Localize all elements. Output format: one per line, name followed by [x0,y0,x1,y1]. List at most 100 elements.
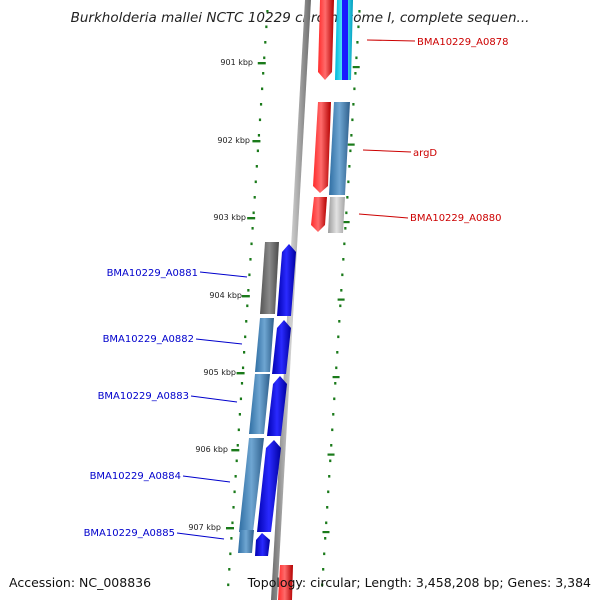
gene-label-BMA10229_A0881[interactable]: BMA10229_A0881 [107,268,198,279]
ruler-minor-tick [342,221,350,224]
gene-label-BMA10229_A0878[interactable]: BMA10229_A0878 [417,37,508,48]
gene-segment-light[interactable] [328,197,345,233]
gene-BMA10229_A0885-box[interactable] [238,530,254,553]
gene-BMA10229_A0880-arrow[interactable] [311,197,327,232]
gene-label-BMA10229_A0882[interactable]: BMA10229_A0882 [103,334,194,345]
ruler-ticks [225,62,266,530]
gene-BMA10229_A0885-arrow[interactable] [255,533,270,556]
ruler-dot [355,56,358,60]
gene-segment-steel[interactable] [329,102,350,195]
ruler-dot [244,335,247,339]
gene-segment-blue[interactable] [342,0,348,80]
map-title: Burkholderia mallei NCTC 10229 chromosom… [70,10,530,26]
ruler-dot [239,397,243,401]
leader-BMA10229_A0885 [176,532,225,540]
ruler-dot [337,335,340,339]
ruler-dot [322,568,325,571]
ruler-dot [228,568,231,571]
gene-argD-arrow[interactable] [313,102,331,193]
ruler-dot [259,103,263,106]
ruler-minor-tick [322,531,330,534]
gene-label-argD[interactable]: argD [413,148,437,159]
ruler-dot [233,490,236,494]
gene-BMA10229_A0881-box[interactable] [260,242,279,314]
ruler-dot [339,304,342,308]
ruler-dot [357,25,360,29]
gene-BMA10229_A0883-box[interactable] [249,374,270,434]
ruler-dot [237,428,240,432]
ruler-dot [351,118,354,122]
ruler-dot [332,413,335,416]
ruler-dot [249,258,252,261]
ruler-dot [256,149,259,153]
ruler-dot [336,351,339,354]
leader-BMA10229_A0883 [190,395,238,403]
genome-summary: Topology: circular; Length: 3,458,208 bp… [247,575,591,590]
gene-label-BMA10229_A0880[interactable]: BMA10229_A0880 [410,213,501,224]
ruler-dot [358,10,361,13]
ruler-minor-tick [332,376,340,379]
ruler-dot [266,10,269,13]
ruler-dot [241,366,245,370]
gene-BMA10229_A0882-arrow[interactable] [272,320,291,374]
ruler-major-tick [231,449,240,452]
ruler-dot [251,227,254,230]
ruler-dot [330,444,333,447]
ruler-dot [353,87,356,91]
ruler-dot [238,413,241,416]
ruler-dot [340,289,343,292]
gene-BMA10229_A0882-box[interactable] [255,318,274,372]
forward-strand-genes [311,0,353,233]
gene-BMA10229_A0883-arrow[interactable] [267,376,287,436]
leader-argD [362,149,412,153]
gene-label-BMA10229_A0885[interactable]: BMA10229_A0885 [84,528,175,539]
ruler-dot [327,490,330,494]
ruler-major-tick [225,527,234,530]
gene-BMA10229_A0878-arrow[interactable] [318,0,334,80]
ruler-dot [264,41,267,44]
ruler-dot [229,552,232,556]
gene-BMA10229_A0884-box[interactable] [239,438,264,532]
ruler-labels: 901 kbp 902 kbp 903 kbp 904 kbp 905 kbp … [188,58,253,532]
ruler-dot [265,25,268,29]
ruler-dot [235,459,238,463]
ruler-dot [345,211,348,215]
ruler-dot [348,165,351,168]
ruler-dot [252,211,255,215]
gene-label-BMA10229_A0883[interactable]: BMA10229_A0883 [98,391,189,402]
ruler-dot [344,227,347,230]
gene-BMA10229_A0881-arrow[interactable] [277,244,296,316]
ruler-major-tick [252,140,261,143]
ruler-label-905: 905 kbp [203,368,236,377]
ruler-dot [254,180,257,184]
ruler-dot [346,196,349,199]
ruler-dot [333,397,336,401]
ruler-dot [328,475,331,478]
gene-label-BMA10229_A0884[interactable]: BMA10229_A0884 [90,471,181,482]
ruler-dot [231,521,234,525]
ruler-label-902: 902 kbp [217,136,250,145]
ruler-label-907: 907 kbp [188,523,221,532]
accession-label: Accession: NC_008836 [9,575,152,590]
ruler-dot [338,320,341,323]
ruler-label-901: 901 kbp [220,58,253,67]
ruler-label-906: 906 kbp [195,445,228,454]
ruler-dot [342,258,345,261]
ruler-ring-right [321,10,361,587]
ruler-dot [250,242,253,246]
gene-BMA10229_A0884-arrow[interactable] [257,440,281,532]
leader-BMA10229_A0882 [195,338,243,345]
ruler-dot [334,382,337,385]
ruler-dot [325,521,328,525]
ruler-minor-tick [347,143,355,146]
ruler-dot [349,149,352,153]
ruler-dot [245,320,248,323]
ruler-dot [341,273,344,277]
gene-next-forward[interactable] [278,565,293,600]
ruler-dot [257,134,261,137]
ruler-dot [329,459,332,463]
ruler-dot [262,72,265,75]
ruler-dot [356,41,359,44]
